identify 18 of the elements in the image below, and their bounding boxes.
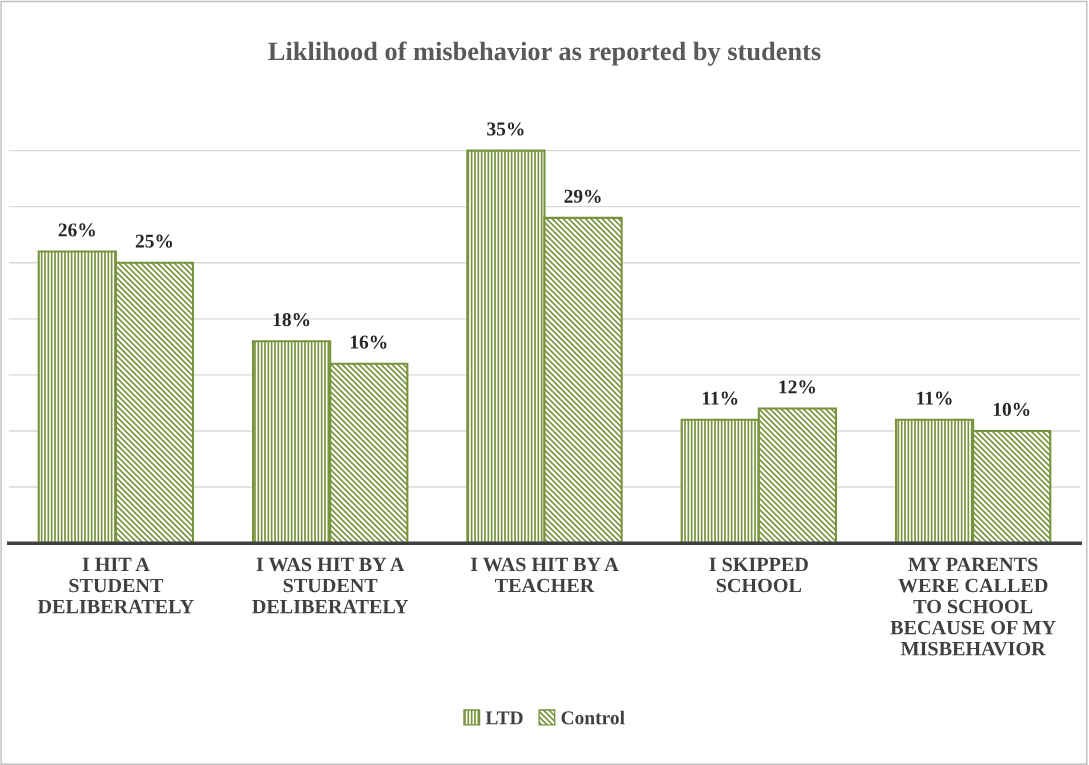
x-tick-label: I WAS HIT BY A TEACHER bbox=[470, 557, 619, 593]
data-label: 12% bbox=[779, 380, 816, 394]
data-label: 18% bbox=[273, 313, 310, 327]
data-label: 29% bbox=[564, 189, 601, 203]
data-label: 10% bbox=[993, 402, 1030, 416]
x-tick-label: I SKIPPED SCHOOL bbox=[709, 557, 808, 593]
chart-title: Liklihood of misbehavior as reported by students bbox=[268, 41, 821, 66]
x-tick-label: I HIT A STUDENT DELIBERATELY bbox=[37, 557, 194, 614]
data-label: 16% bbox=[350, 335, 387, 349]
data-label: 35% bbox=[487, 122, 524, 136]
x-tick-label: I WAS HIT BY A STUDENT DELIBERATELY bbox=[252, 557, 409, 614]
legend-label: LTD bbox=[485, 711, 523, 725]
data-label: 25% bbox=[135, 234, 173, 248]
data-label: 26% bbox=[58, 223, 95, 237]
legend-label: Control bbox=[561, 710, 625, 725]
data-label: 11% bbox=[702, 391, 738, 405]
x-tick-label: MY PARENTS WERE CALLED TO SCHOOL BECAUSE OF MY MISBEHAVIOR bbox=[890, 557, 1056, 656]
data-label: 11% bbox=[917, 391, 952, 405]
